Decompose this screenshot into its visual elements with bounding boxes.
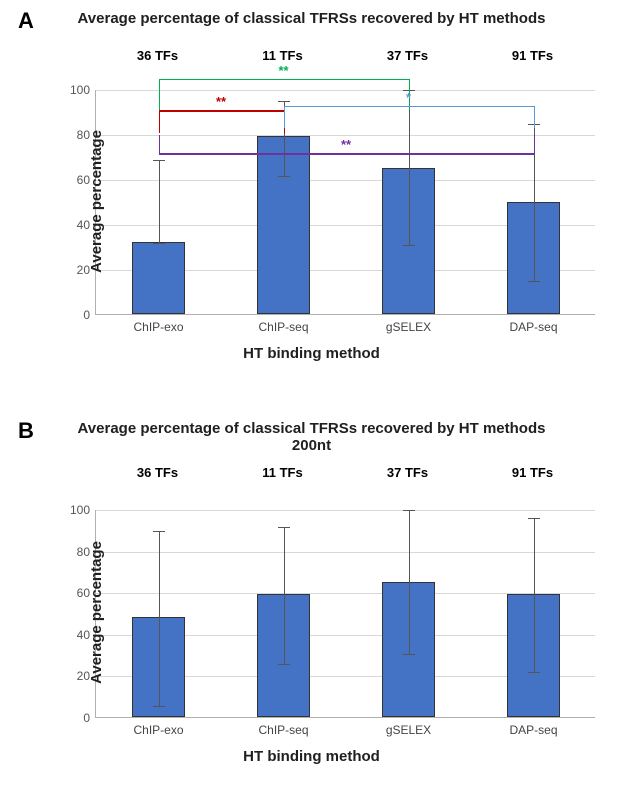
ytick-label: 0: [83, 308, 96, 322]
gridline: [96, 552, 595, 553]
xtick-label: DAP-seq: [509, 314, 557, 334]
panel-a-ylabel: Average percentage: [88, 130, 105, 273]
significance-marker: **: [341, 137, 351, 152]
panel-b-title: Average percentage of classical TFRSs re…: [0, 420, 623, 454]
xtick-label: ChIP-exo: [133, 314, 183, 334]
significance-marker: **: [278, 63, 288, 78]
tf-count-label: 91 TFs: [493, 465, 573, 480]
gridline: [96, 90, 595, 91]
tf-count-label: 36 TFs: [118, 465, 198, 480]
gridline: [96, 135, 595, 136]
panel-a-xlabel: HT binding method: [0, 345, 623, 362]
xtick-label: ChIP-exo: [133, 717, 183, 737]
ytick-label: 0: [83, 711, 96, 725]
panel-b-title-line2: 200nt: [292, 437, 331, 454]
ytick-label: 100: [70, 83, 96, 97]
bar: [132, 242, 185, 314]
panel-a-plot: 020406080100ChIP-exoChIP-seqgSELEXDAP-se…: [95, 90, 595, 315]
xtick-label: gSELEX: [386, 314, 431, 334]
panel-b-title-line1: Average percentage of classical TFRSs re…: [78, 420, 546, 437]
xtick-label: DAP-seq: [509, 717, 557, 737]
xtick-label: ChIP-seq: [258, 717, 308, 737]
gridline: [96, 510, 595, 511]
panel-a-title: Average percentage of classical TFRSs re…: [0, 10, 623, 27]
tf-count-label: 11 TFs: [243, 48, 323, 63]
significance-marker: **: [216, 94, 226, 109]
panel-a: A Average percentage of classical TFRSs …: [0, 0, 623, 400]
xtick-label: gSELEX: [386, 717, 431, 737]
tf-count-label: 37 TFs: [368, 465, 448, 480]
tf-count-label: 36 TFs: [118, 48, 198, 63]
gridline: [96, 180, 595, 181]
panel-b-xlabel: HT binding method: [0, 748, 623, 765]
xtick-label: ChIP-seq: [258, 314, 308, 334]
panel-b: B Average percentage of classical TFRSs …: [0, 410, 623, 808]
panel-b-ylabel: Average percentage: [88, 541, 105, 684]
ytick-label: 100: [70, 503, 96, 517]
panel-b-plot: 020406080100ChIP-exoChIP-seqgSELEXDAP-se…: [95, 510, 595, 718]
tf-count-label: 11 TFs: [243, 465, 323, 480]
tf-count-label: 37 TFs: [368, 48, 448, 63]
tf-count-label: 91 TFs: [493, 48, 573, 63]
